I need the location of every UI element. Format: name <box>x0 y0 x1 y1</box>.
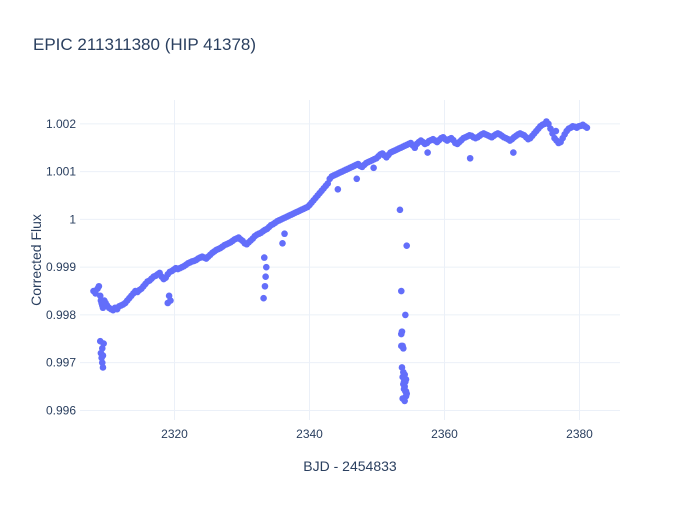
data-point <box>260 254 268 261</box>
y-tick-label: 1 <box>69 212 76 226</box>
data-point <box>263 263 270 271</box>
data-point <box>402 388 410 395</box>
y-axis-title: Corrected Flux <box>28 214 44 306</box>
data-points <box>90 118 591 405</box>
data-point <box>403 242 411 249</box>
data-point <box>260 294 267 302</box>
data-point <box>398 364 406 371</box>
x-axis-ticks: 2320 2340 2360 2380 <box>161 427 593 441</box>
data-point <box>334 186 342 193</box>
data-point <box>398 342 405 350</box>
y-tick-label: 0.998 <box>46 308 76 322</box>
data-point <box>261 282 269 290</box>
data-point <box>466 154 474 162</box>
data-point <box>370 164 377 172</box>
x-tick-label: 2320 <box>161 427 188 441</box>
data-point <box>353 175 361 183</box>
data-point <box>424 149 431 156</box>
y-axis-ticks: 0.996 0.997 0.998 0.999 1 1.001 1.002 <box>46 117 76 418</box>
data-point <box>510 149 517 156</box>
data-point <box>401 397 408 405</box>
y-tick-label: 0.997 <box>46 356 76 370</box>
x-axis-title: BJD - 2454833 <box>303 458 397 474</box>
plot-area <box>80 100 620 420</box>
data-point <box>99 352 107 359</box>
y-tick-label: 1.001 <box>46 165 76 179</box>
data-point <box>396 206 404 214</box>
data-point <box>262 273 269 281</box>
data-point <box>398 330 405 338</box>
data-point <box>167 297 174 304</box>
data-point <box>402 311 409 319</box>
x-tick-label: 2340 <box>296 427 323 441</box>
chart-title: EPIC 211311380 (HIP 41378) <box>33 35 256 54</box>
y-tick-label: 1.002 <box>46 117 76 131</box>
data-point <box>95 282 103 290</box>
data-point <box>398 287 405 295</box>
x-tick-label: 2380 <box>566 427 593 441</box>
data-point <box>279 239 286 247</box>
data-point <box>99 364 107 371</box>
data-point <box>98 345 106 352</box>
data-point <box>402 376 410 383</box>
grid-lines <box>80 100 620 420</box>
data-point <box>281 230 288 238</box>
data-point <box>552 127 560 135</box>
data-point <box>583 124 591 131</box>
y-tick-label: 0.996 <box>46 403 76 417</box>
x-tick-label: 2360 <box>431 427 458 441</box>
y-tick-label: 0.999 <box>46 260 76 274</box>
